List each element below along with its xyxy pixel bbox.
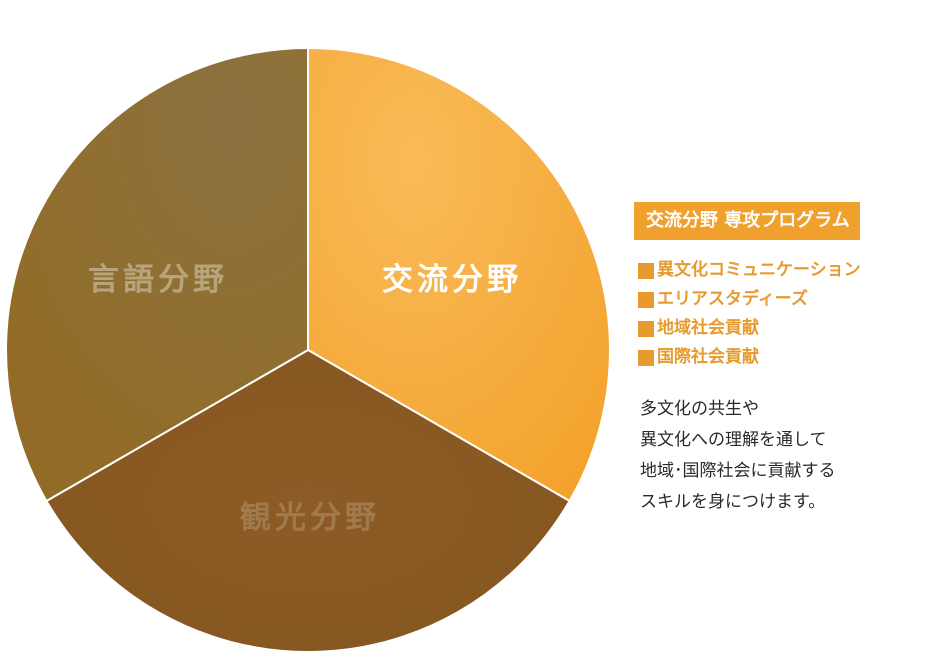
program-item-label: 地域社会貢献 [657, 318, 759, 338]
program-description: 多文化の共生や 異文化への理解を通して 地域･国際社会に貢献する スキルを身につ… [640, 394, 920, 518]
program-item: エリアスタディーズ [638, 285, 920, 314]
program-item-label: エリアスタディーズ [657, 289, 808, 309]
program-item-label: 国際社会貢献 [657, 347, 759, 367]
program-list: 異文化コミュニケーション エリアスタディーズ 地域社会貢献 国際社会貢献 [638, 256, 920, 372]
segment-label-gengo: 言語分野 [88, 262, 228, 298]
pie-labels: 交流分野 観光分野 言語分野 [88, 262, 522, 536]
program-item: 異文化コミュニケーション [638, 256, 920, 285]
pie-diagram: 交流分野 観光分野 言語分野 [4, 46, 612, 654]
description-line: 異文化への理解を通して [640, 430, 827, 450]
description-line: 地域･国際社会に貢献する [640, 461, 836, 481]
square-bullet-icon [638, 262, 654, 279]
program-item: 地域社会貢献 [638, 314, 920, 343]
program-item: 国際社会貢献 [638, 343, 920, 372]
program-item-label: 異文化コミュニケーション [657, 260, 861, 280]
description-line: スキルを身につけます。 [640, 492, 826, 512]
description-line: 多文化の共生や [640, 399, 759, 419]
pie-segment-koryu [307, 46, 612, 503]
square-bullet-icon [638, 349, 654, 366]
pie-segments [4, 46, 612, 654]
square-bullet-icon [638, 291, 654, 308]
program-title: 交流分野 専攻プログラム [634, 202, 860, 240]
segment-label-kanko: 観光分野 [240, 500, 380, 536]
segment-label-koryu: 交流分野 [382, 262, 522, 298]
program-panel: 交流分野 専攻プログラム 異文化コミュニケーション エリアスタディーズ 地域社会… [634, 202, 920, 518]
square-bullet-icon [638, 320, 654, 337]
pie-segment-gengo [4, 46, 309, 503]
